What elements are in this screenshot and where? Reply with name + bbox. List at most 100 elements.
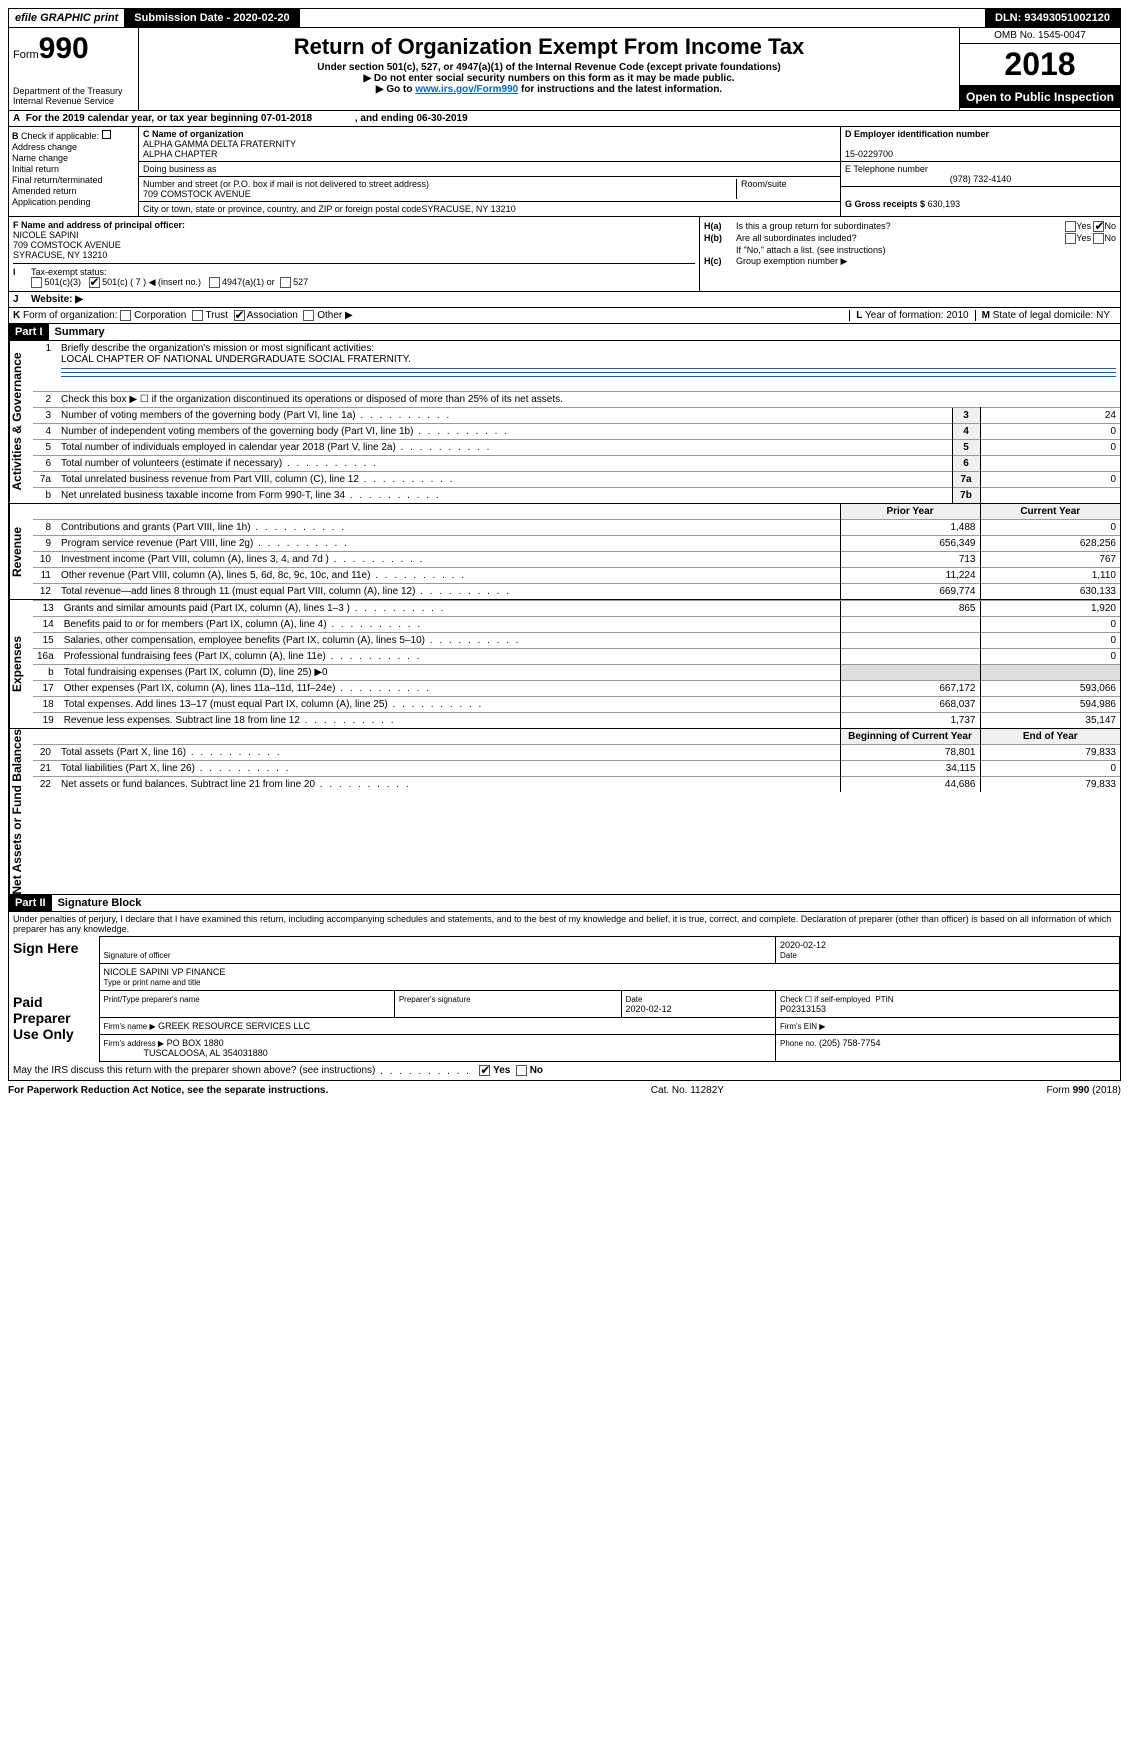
table-row: 15Salaries, other compensation, employee… — [33, 632, 1120, 648]
line1-num: 1 — [33, 341, 57, 391]
check-527[interactable] — [280, 277, 291, 288]
check-amended[interactable]: Amended return — [12, 186, 135, 196]
tab-expenses: Expenses — [9, 600, 33, 728]
table-row: 12Total revenue—add lines 8 through 11 (… — [33, 583, 1120, 599]
part1-title: Summary — [49, 326, 105, 338]
year-formation: Year of formation: 2010 — [865, 310, 969, 321]
note-goto-prefix: ▶ Go to — [376, 84, 415, 95]
hc-label: H(c) — [704, 256, 736, 267]
table-row: 16aProfessional fundraising fees (Part I… — [33, 648, 1120, 664]
hb-yes[interactable] — [1065, 233, 1076, 244]
end-year-hdr: End of Year — [980, 729, 1120, 745]
tab-revenue: Revenue — [9, 504, 33, 599]
efile-label: efile GRAPHIC print — [9, 10, 124, 26]
discuss-no[interactable] — [516, 1065, 527, 1076]
tab-activities: Activities & Governance — [9, 341, 33, 503]
check-initial-return[interactable]: Initial return — [12, 164, 135, 174]
form-header: Form990 Department of the Treasury Inter… — [8, 28, 1121, 111]
officer-addr2: SYRACUSE, NY 13210 — [13, 250, 695, 260]
topbar: efile GRAPHIC print Submission Date - 20… — [8, 8, 1121, 28]
check-address-change[interactable]: Address change — [12, 142, 135, 152]
line2-num: 2 — [33, 391, 57, 407]
table-row: bNet unrelated business taxable income f… — [33, 487, 1120, 503]
check-final-return[interactable]: Final return/terminated — [12, 175, 135, 185]
check-pending[interactable]: Application pending — [12, 197, 135, 207]
footer-left: For Paperwork Reduction Act Notice, see … — [8, 1085, 328, 1096]
beg-year-hdr: Beginning of Current Year — [840, 729, 980, 745]
table-row: bTotal fundraising expenses (Part IX, co… — [33, 664, 1120, 680]
prep-date: Date2020-02-12 — [621, 991, 775, 1018]
check-corp[interactable] — [120, 310, 131, 321]
part2-title: Signature Block — [52, 897, 142, 909]
current-year-hdr: Current Year — [980, 504, 1120, 520]
footer-mid: Cat. No. 11282Y — [651, 1085, 724, 1096]
dept-treasury: Department of the Treasury Internal Reve… — [13, 86, 134, 106]
sig-date-cell: 2020-02-12Date — [776, 937, 1120, 964]
mission-cell: Briefly describe the organization's miss… — [57, 341, 1120, 391]
prep-name: Print/Type preparer's name — [99, 991, 394, 1018]
note-goto-suffix: for instructions and the latest informat… — [518, 84, 722, 95]
table-row: 7aTotal unrelated business revenue from … — [33, 471, 1120, 487]
note-goto: ▶ Go to www.irs.gov/Form990 for instruct… — [147, 84, 951, 95]
hb-text: Are all subordinates included? — [736, 233, 1006, 244]
check-assoc[interactable] — [234, 310, 245, 321]
row-i-label: I — [13, 267, 31, 277]
row-a-label: A — [13, 113, 20, 124]
firm-name-cell: Firm's name ▶ GREEK RESOURCE SERVICES LL… — [99, 1018, 776, 1035]
state-domicile: State of legal domicile: NY — [993, 310, 1110, 321]
check-4947[interactable] — [209, 277, 220, 288]
irs-link[interactable]: www.irs.gov/Form990 — [415, 84, 518, 95]
footer-right: Form 990 (2018) — [1047, 1085, 1121, 1096]
name-title-cell: NICOLE SAPINI VP FINANCEType or print na… — [99, 964, 1120, 991]
row-j: J Website: ▶ — [8, 292, 1121, 308]
part1-label: Part I — [9, 324, 49, 340]
hb-no[interactable] — [1093, 233, 1104, 244]
hb-label: H(b) — [704, 233, 736, 244]
firm-phone-cell: Phone no. (205) 758-7754 — [776, 1035, 1120, 1062]
address-box: Number and street (or P.O. box if mail i… — [139, 177, 840, 202]
row-klm: K Form of organization: Corporation Trus… — [8, 308, 1121, 324]
check-501c[interactable] — [89, 277, 100, 288]
check-501c3[interactable] — [31, 277, 42, 288]
ein-box: D Employer identification number15-02297… — [841, 127, 1120, 162]
signature-block: Under penalties of perjury, I declare th… — [8, 912, 1121, 1080]
city-box: City or town, state or province, country… — [139, 202, 840, 216]
section-f-h: F Name and address of principal officer:… — [8, 217, 1121, 292]
netassets-section: Net Assets or Fund Balances Beginning of… — [8, 729, 1121, 896]
check-other[interactable] — [303, 310, 314, 321]
firm-addr-cell: Firm's address ▶ PO BOX 1880 TUSCALOOSA,… — [99, 1035, 776, 1062]
table-row: 6Total number of volunteers (estimate if… — [33, 455, 1120, 471]
paid-preparer-label: Paid Preparer Use Only — [9, 991, 99, 1062]
officer-name: NICOLE SAPINI — [13, 230, 695, 240]
hb-note: If "No," attach a list. (see instruction… — [736, 245, 1116, 255]
ha-yes[interactable] — [1065, 221, 1076, 232]
row-a-text: For the 2019 calendar year, or tax year … — [26, 113, 312, 124]
part2-header: Part II Signature Block — [8, 895, 1121, 912]
phone-box: E Telephone number(978) 732-4140 — [841, 162, 1120, 187]
check-trust[interactable] — [192, 310, 203, 321]
omb-number: OMB No. 1545-0047 — [960, 28, 1120, 44]
website-label: Website: ▶ — [31, 294, 83, 305]
ha-no[interactable] — [1093, 221, 1104, 232]
perjury-text: Under penalties of perjury, I declare th… — [9, 912, 1120, 936]
table-row: 20Total assets (Part X, line 16)78,80179… — [33, 744, 1120, 760]
ha-label: H(a) — [704, 221, 736, 232]
discuss-yes[interactable] — [479, 1065, 490, 1076]
revenue-section: Revenue Prior YearCurrent Year 8Contribu… — [8, 504, 1121, 600]
note-ssn: ▶ Do not enter social security numbers o… — [147, 73, 951, 84]
table-row: 4Number of independent voting members of… — [33, 423, 1120, 439]
table-row: 11Other revenue (Part VIII, column (A), … — [33, 567, 1120, 583]
form-990-big: 990 — [39, 32, 89, 65]
page-footer: For Paperwork Reduction Act Notice, see … — [8, 1081, 1121, 1100]
table-row: 9Program service revenue (Part VIII, lin… — [33, 535, 1120, 551]
line2-text: Check this box ▶ ☐ if the organization d… — [57, 391, 1120, 407]
check-name-change[interactable]: Name change — [12, 153, 135, 163]
form-number: Form990 — [13, 32, 134, 66]
k-text: Form of organization: — [23, 310, 118, 321]
sign-here-label: Sign Here — [9, 937, 99, 991]
j-label: J — [13, 294, 19, 305]
b-label: B Check if applicable: — [12, 130, 135, 141]
open-public: Open to Public Inspection — [960, 86, 1120, 108]
table-row: 18Total expenses. Add lines 13–17 (must … — [33, 696, 1120, 712]
part1-header: Part I Summary — [8, 324, 1121, 341]
